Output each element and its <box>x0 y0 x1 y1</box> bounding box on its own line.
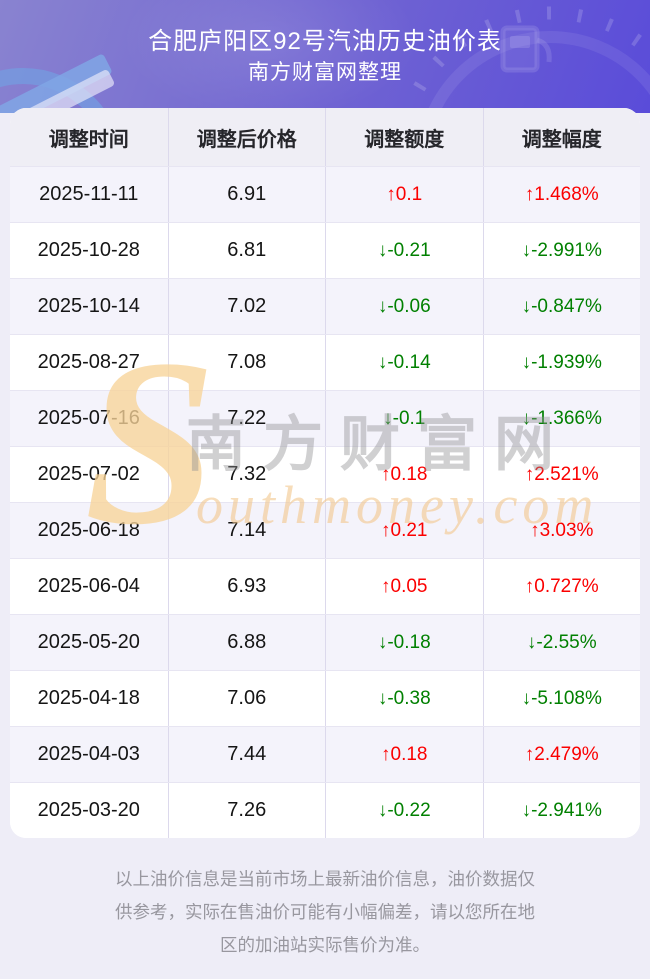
table-row: 2025-04-18 7.06 ↓-0.38 ↓-5.108% <box>10 670 640 726</box>
row-change-amount: ↑0.18 <box>325 727 483 782</box>
column-header-date: 调整时间 <box>48 128 129 151</box>
page-subtitle: 南方财富网整理 <box>248 61 402 84</box>
row-change-percent: ↑0.727% <box>482 559 641 614</box>
row-date: 2025-06-18 <box>37 519 140 541</box>
row-date: 2025-04-18 <box>37 687 140 709</box>
row-change-amount: ↑0.21 <box>325 503 483 558</box>
row-change-percent: ↑2.521% <box>482 447 641 502</box>
table-row: 2025-07-02 7.32 ↑0.18 ↑2.521% <box>10 446 640 502</box>
row-change-amount: ↓-0.22 <box>325 783 483 838</box>
row-date: 2025-07-02 <box>37 463 140 485</box>
row-date: 2025-05-20 <box>37 631 140 653</box>
row-change-amount: ↑0.05 <box>325 559 483 614</box>
row-change-percent: ↓-5.108% <box>482 671 641 726</box>
row-date: 2025-03-20 <box>37 799 140 821</box>
row-date: 2025-11-11 <box>39 183 139 205</box>
row-price: 7.32 <box>167 447 326 502</box>
row-price: 7.44 <box>167 727 326 782</box>
disclaimer-line: 区的加油站实际售价为准。 <box>220 935 430 955</box>
row-change-percent: ↓-2.941% <box>482 783 641 838</box>
row-change-amount: ↑0.1 <box>325 167 483 222</box>
fuel-gauge-icon <box>400 6 650 113</box>
disclaimer-line: 以上油价信息是当前市场上最新油价信息，油价数据仅 <box>115 869 535 889</box>
table-row: 2025-06-04 6.93 ↑0.05 ↑0.727% <box>10 558 640 614</box>
row-change-percent: ↓-1.366% <box>482 391 641 446</box>
row-price: 7.06 <box>167 671 326 726</box>
row-change-amount: ↓-0.18 <box>325 615 483 670</box>
row-change-percent: ↓-0.847% <box>482 279 641 334</box>
column-header-percent: 调整幅度 <box>482 108 641 166</box>
row-price: 6.81 <box>167 223 326 278</box>
page-title: 合肥庐阳区92号汽油历史油价表 <box>148 28 502 55</box>
row-price: 7.22 <box>167 391 326 446</box>
row-date: 2025-07-16 <box>37 407 140 429</box>
row-change-amount: ↓-0.38 <box>325 671 483 726</box>
disclaimer: 以上油价信息是当前市场上最新油价信息，油价数据仅 供参考，实际在售油价可能有小幅… <box>0 863 650 962</box>
row-change-percent: ↑2.479% <box>482 727 641 782</box>
row-date: 2025-06-04 <box>37 575 140 597</box>
table-row: 2025-06-18 7.14 ↑0.21 ↑3.03% <box>10 502 640 558</box>
row-price: 7.02 <box>167 279 326 334</box>
disclaimer-line: 供参考，实际在售油价可能有小幅偏差，请以您所在地 <box>115 902 535 922</box>
table-row: 2025-04-03 7.44 ↑0.18 ↑2.479% <box>10 726 640 782</box>
table-row: 2025-08-27 7.08 ↓-0.14 ↓-1.939% <box>10 334 640 390</box>
table-row: 2025-07-16 7.22 ↓-0.1 ↓-1.366% <box>10 390 640 446</box>
table-header-row: 调整时间 调整后价格 调整额度 调整幅度 <box>10 108 640 166</box>
row-change-percent: ↓-1.939% <box>482 335 641 390</box>
row-change-percent: ↑1.468% <box>482 167 641 222</box>
table-row: 2025-03-20 7.26 ↓-0.22 ↓-2.941% <box>10 782 640 838</box>
row-date: 2025-10-14 <box>37 295 140 317</box>
table-row: 2025-10-28 6.81 ↓-0.21 ↓-2.991% <box>10 222 640 278</box>
row-date: 2025-08-27 <box>37 351 140 373</box>
row-price: 7.14 <box>167 503 326 558</box>
row-change-amount: ↑0.18 <box>325 447 483 502</box>
decorative-glow <box>120 0 420 113</box>
row-price: 7.26 <box>167 783 326 838</box>
row-change-percent: ↑3.03% <box>482 503 641 558</box>
row-date: 2025-04-03 <box>37 743 140 765</box>
price-table: 调整时间 调整后价格 调整额度 调整幅度 2025-11-11 6.91 ↑0.… <box>10 108 640 838</box>
row-date: 2025-10-28 <box>37 239 140 261</box>
row-change-percent: ↓-2.991% <box>482 223 641 278</box>
table-row: 2025-10-14 7.02 ↓-0.06 ↓-0.847% <box>10 278 640 334</box>
page-header: 合肥庐阳区92号汽油历史油价表 南方财富网整理 <box>0 0 650 113</box>
table-row: 2025-11-11 6.91 ↑0.1 ↑1.468% <box>10 166 640 222</box>
row-change-amount: ↓-0.21 <box>325 223 483 278</box>
row-change-amount: ↓-0.14 <box>325 335 483 390</box>
row-price: 6.88 <box>167 615 326 670</box>
row-price: 6.91 <box>167 167 326 222</box>
column-header-change: 调整额度 <box>325 108 483 166</box>
table-row: 2025-05-20 6.88 ↓-0.18 ↓-2.55% <box>10 614 640 670</box>
row-change-amount: ↓-0.1 <box>325 391 483 446</box>
row-price: 7.08 <box>167 335 326 390</box>
row-price: 6.93 <box>167 559 326 614</box>
row-change-percent: ↓-2.55% <box>482 615 641 670</box>
column-header-price: 调整后价格 <box>167 108 326 166</box>
row-change-amount: ↓-0.06 <box>325 279 483 334</box>
